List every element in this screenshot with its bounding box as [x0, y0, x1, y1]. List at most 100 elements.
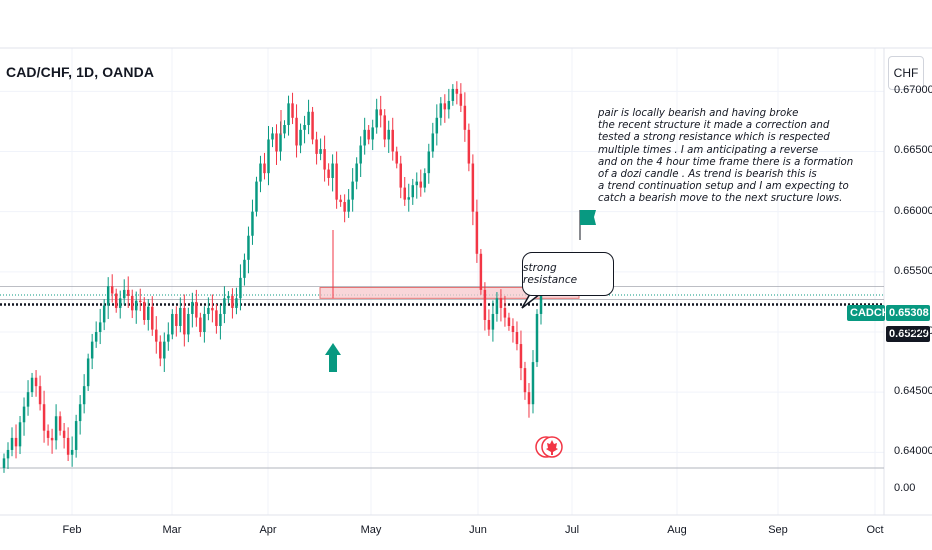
candle-body: [319, 149, 322, 154]
candle-body: [291, 103, 294, 118]
y-tick-label: 0.65500: [894, 264, 932, 277]
candle-body: [58, 416, 62, 431]
candles: [2, 81, 543, 473]
candle-body: [311, 111, 314, 140]
candle-body: [519, 344, 523, 369]
candle-body: [251, 211, 254, 236]
candle-body: [2, 458, 6, 468]
candle-body: [379, 109, 382, 116]
candle-body: [483, 289, 487, 320]
candle-body: [22, 406, 26, 423]
y-tick-label: 0.67000: [894, 84, 932, 97]
candle-body: [531, 362, 535, 405]
candle-body: [135, 300, 138, 311]
candle-body: [46, 430, 50, 438]
candle-body: [431, 133, 435, 152]
y-tick-label: 0.64000: [894, 445, 932, 458]
candle-body: [395, 151, 398, 164]
candle-body: [451, 88, 455, 101]
candle-body: [343, 202, 346, 212]
y-tick-label: 0.00: [894, 482, 916, 494]
candle-body: [459, 93, 463, 106]
x-tick-label: Jun: [469, 524, 487, 536]
up-arrow-icon[interactable]: [325, 343, 341, 372]
candle-body: [307, 111, 310, 126]
note-line: multiple times . I am anticipating a rev…: [598, 144, 819, 156]
line-price-tag: 0.65229: [886, 326, 930, 342]
candle-body: [375, 109, 378, 128]
candle-body: [155, 329, 158, 342]
candle-body: [106, 286, 110, 306]
note-line: and on the 4 hour time frame there is a …: [598, 156, 854, 168]
candle-body: [82, 386, 86, 405]
candle-body: [259, 163, 262, 182]
candle-body: [279, 133, 282, 152]
candle-body: [315, 139, 318, 154]
candle-body: [183, 307, 186, 335]
candle-body: [323, 149, 326, 170]
candle-body: [151, 306, 154, 330]
candle-body: [439, 103, 443, 118]
candle-body: [235, 298, 238, 308]
candle-body: [98, 322, 102, 333]
resistance-callout[interactable]: strong resistance: [522, 252, 614, 296]
candle-body: [367, 129, 370, 140]
candle-body: [275, 133, 278, 152]
x-tick-label: Feb: [62, 524, 82, 536]
candle-body: [86, 358, 90, 387]
candle-body: [195, 301, 198, 318]
candle-body: [10, 437, 14, 450]
candle-body: [331, 163, 334, 178]
candle-body: [94, 332, 98, 342]
candle-body: [503, 307, 507, 318]
candle-body: [347, 199, 350, 212]
candle-body: [34, 377, 38, 387]
candle-body: [267, 139, 270, 174]
chart-title: CAD/CHF, 1D, OANDA: [6, 64, 155, 80]
x-tick-label: Aug: [667, 524, 687, 536]
candle-body: [419, 181, 423, 188]
candle-body: [407, 197, 410, 200]
candle-body: [42, 404, 46, 431]
candle-body: [283, 125, 286, 134]
candle-body: [163, 341, 166, 359]
candle-body: [523, 368, 527, 393]
candle-body: [371, 127, 374, 140]
candle-body: [6, 449, 10, 459]
candle-body: [78, 404, 82, 422]
candle-body: [303, 125, 306, 130]
candle-body: [54, 416, 58, 441]
x-tick-label: Mar: [162, 524, 182, 536]
candle-body: [110, 286, 114, 294]
candle-body: [215, 310, 218, 326]
candle-body: [175, 313, 178, 326]
candle-body: [118, 298, 122, 308]
y-tick-label: 0.66500: [894, 144, 932, 157]
candle-body: [114, 293, 118, 308]
economic-event-icon[interactable]: [535, 436, 563, 458]
currency-unit-button[interactable]: CHF: [888, 56, 924, 90]
x-tick-label: Sep: [768, 524, 788, 536]
analysis-note: pair is locally bearish and having broke…: [598, 108, 854, 206]
candle-body: [143, 301, 146, 320]
candle-body: [383, 115, 386, 140]
candle-body: [179, 307, 182, 326]
last-price-tag: 0.65308: [886, 305, 930, 321]
candle-body: [102, 305, 106, 323]
candle-body: [263, 163, 266, 174]
candle-body: [66, 437, 70, 455]
candle-body: [435, 117, 439, 134]
candle-body: [327, 169, 330, 178]
flag-icon[interactable]: [579, 210, 596, 240]
candle-body: [443, 103, 447, 110]
candle-body: [139, 300, 142, 302]
candle-body: [207, 307, 210, 314]
candle-body: [271, 133, 274, 140]
candle-body: [203, 313, 206, 333]
candle-body: [463, 105, 467, 130]
candle-body: [479, 253, 483, 290]
note-line: tested a strong resistance which is resp…: [598, 132, 830, 144]
candle-body: [339, 199, 342, 203]
candle-body: [423, 173, 427, 188]
